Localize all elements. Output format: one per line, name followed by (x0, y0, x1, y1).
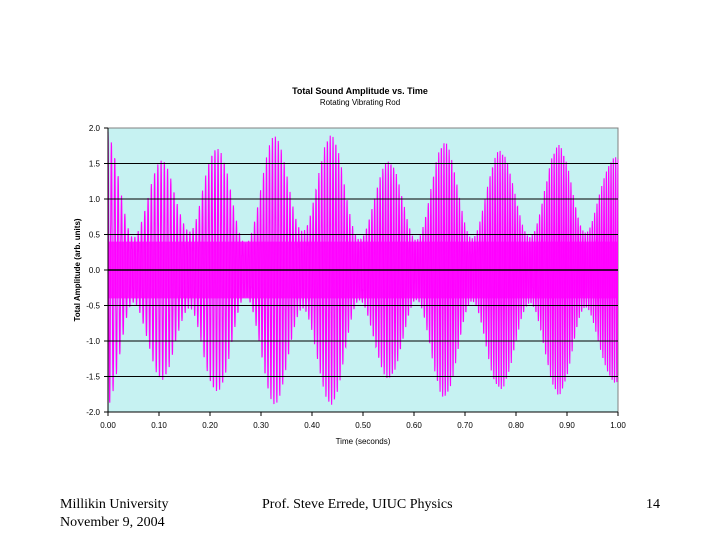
x-tick-label: 0.40 (304, 421, 320, 430)
x-axis-label: Time (seconds) (336, 437, 391, 446)
y-tick-label: 1.5 (89, 160, 101, 169)
x-tick-label: 1.00 (610, 421, 626, 430)
y-tick-label: -0.5 (86, 302, 100, 311)
y-tick-label: 0.0 (89, 266, 101, 275)
x-tick-label: 0.10 (151, 421, 167, 430)
footer-presenter: Prof. Steve Errede, UIUC Physics (262, 497, 453, 512)
y-tick-label: -1.5 (86, 373, 100, 382)
y-tick-label: -1.0 (86, 337, 100, 346)
x-tick-label: 0.80 (508, 421, 524, 430)
chart-title: Total Sound Amplitude vs. Time (292, 86, 428, 96)
y-tick-label: 2.0 (89, 124, 101, 133)
x-tick-label: 0.50 (355, 421, 371, 430)
y-tick-label: 1.0 (89, 195, 101, 204)
page-number: 14 (646, 497, 660, 512)
x-tick-label: 0.90 (559, 421, 575, 430)
x-tick-label: 0.60 (406, 421, 422, 430)
x-tick-label: 0.70 (457, 421, 473, 430)
x-tick-label: 0.20 (202, 421, 218, 430)
y-axis-label: Total Amplitude (arb. units) (73, 218, 82, 321)
y-tick-label: -2.0 (86, 408, 100, 417)
x-tick-label: 0.00 (100, 421, 116, 430)
footer-institution: Millikin University (60, 497, 169, 512)
chart-subtitle: Rotating Vibrating Rod (319, 98, 401, 107)
x-tick-label: 0.30 (253, 421, 269, 430)
y-tick-label: 0.5 (89, 231, 101, 240)
footer-date: November 9, 2004 (60, 515, 165, 530)
